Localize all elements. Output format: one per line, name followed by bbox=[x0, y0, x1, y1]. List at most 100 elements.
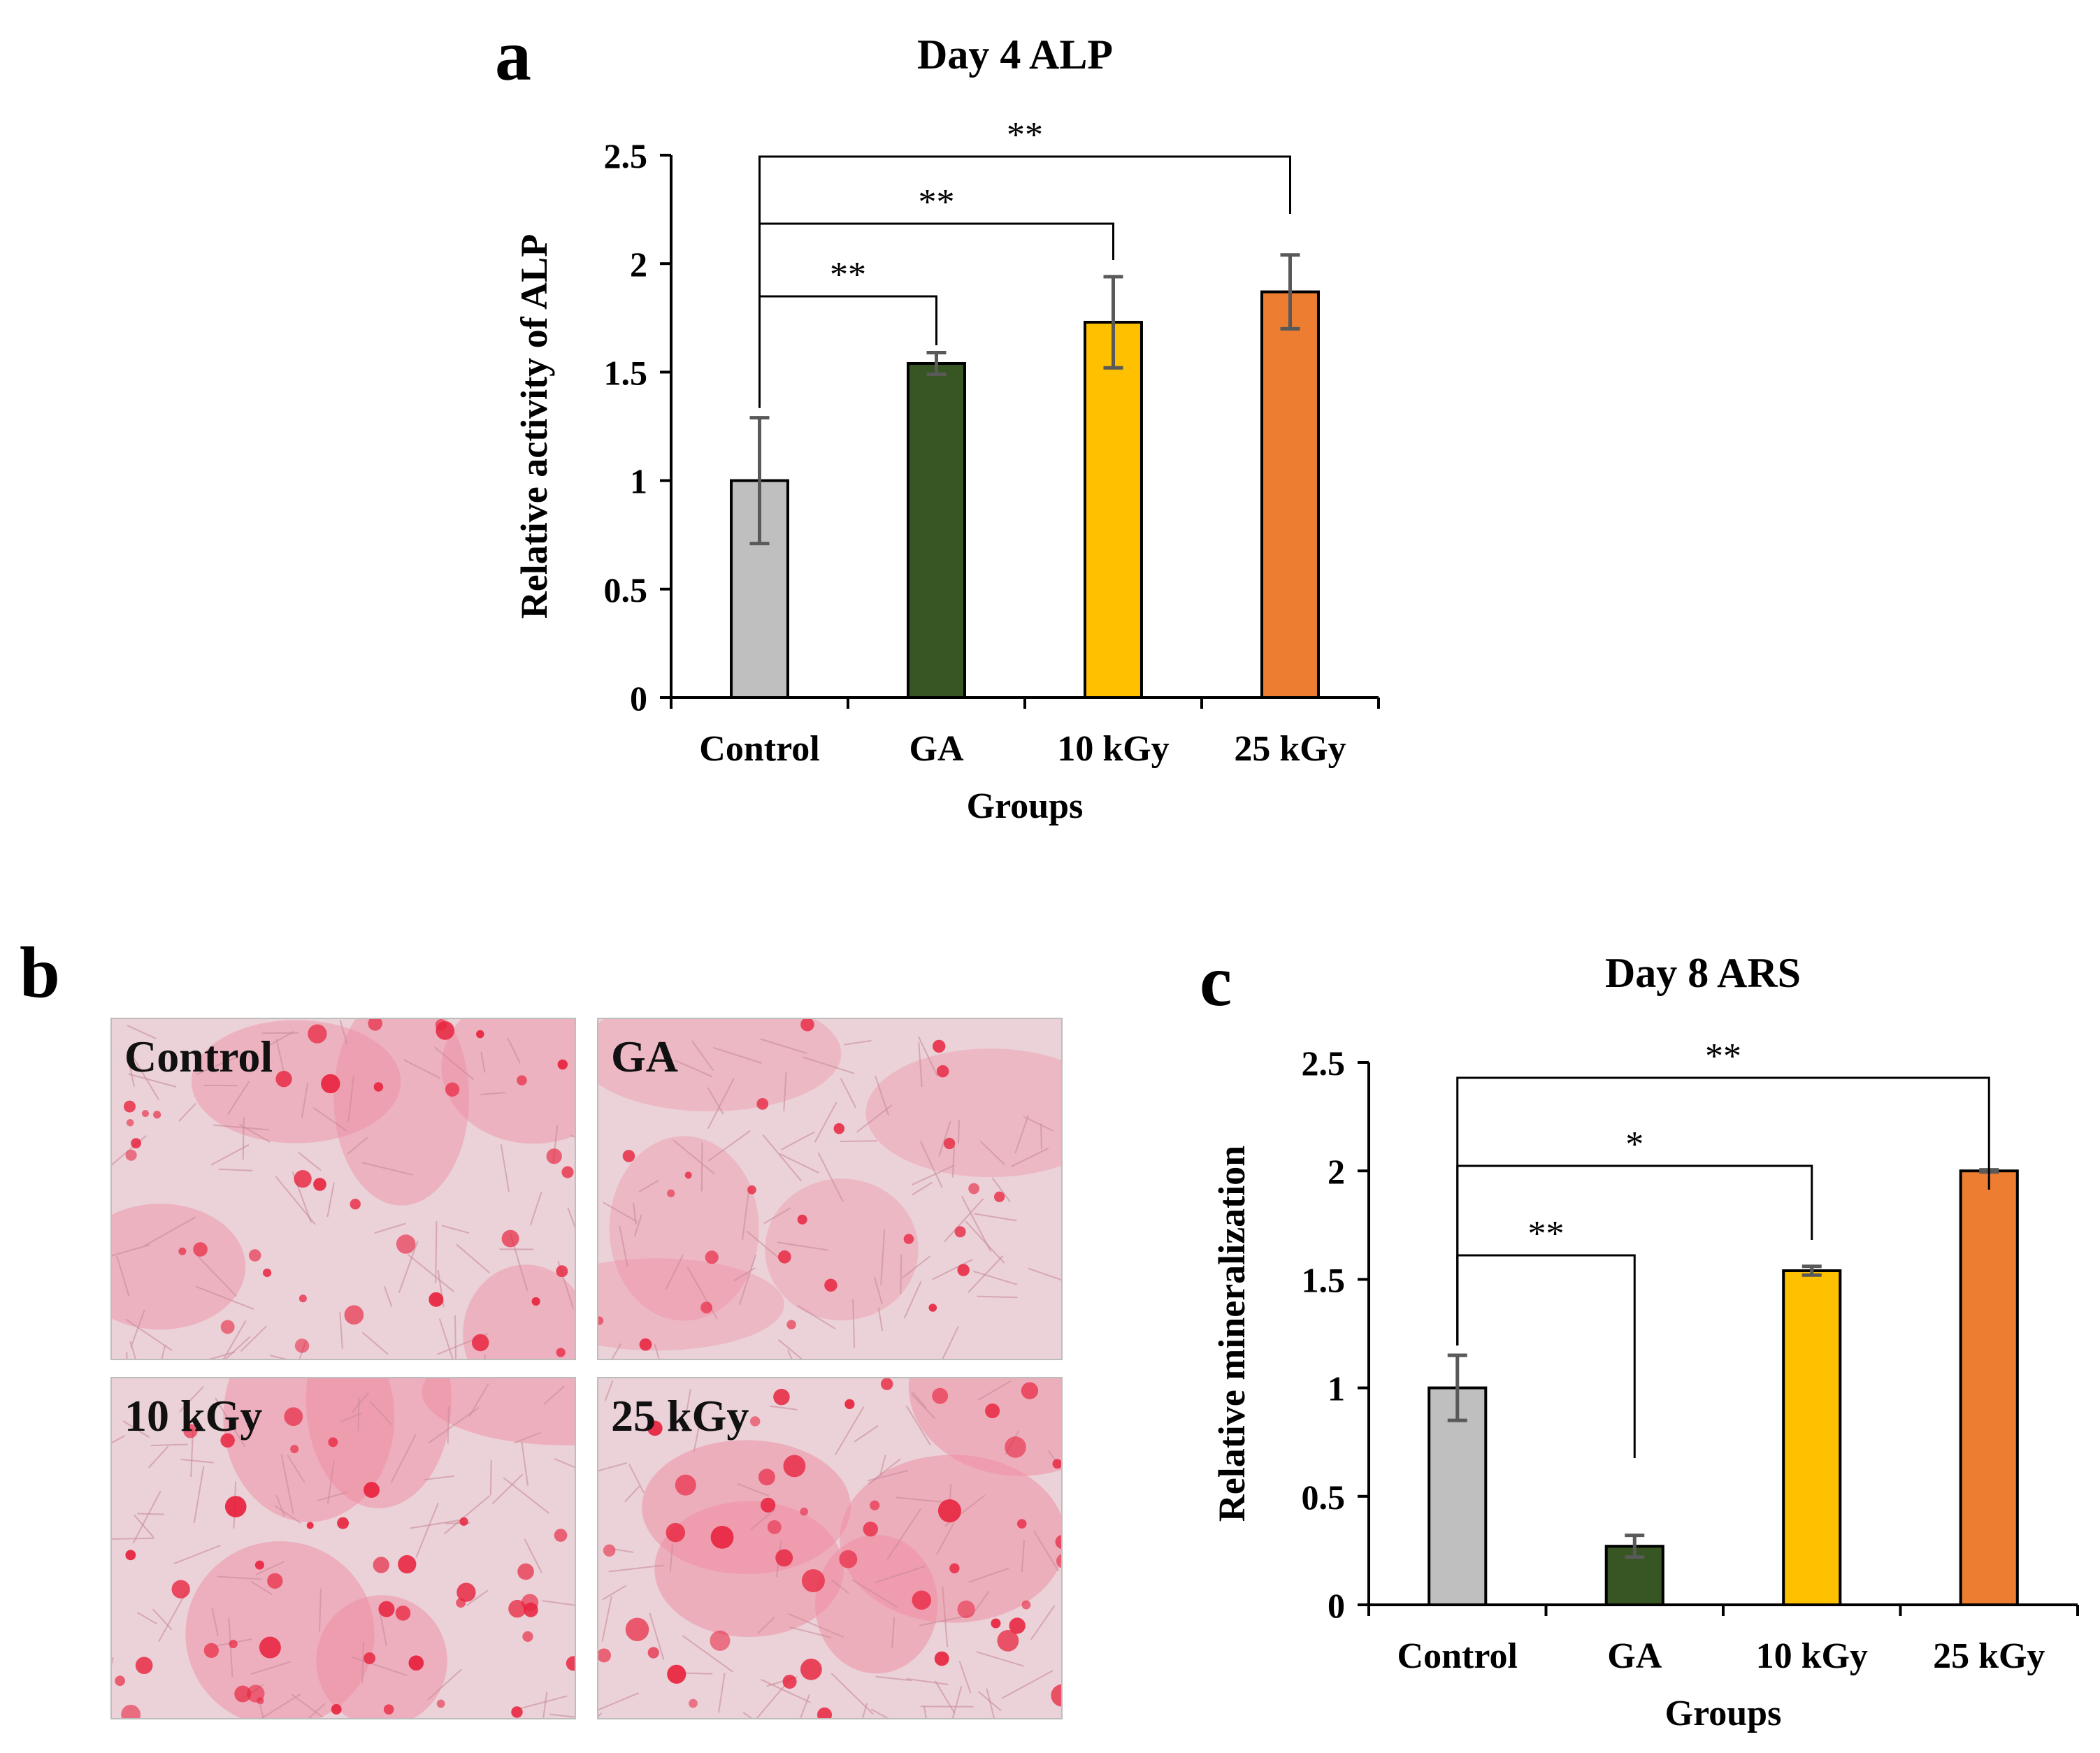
cell-strand bbox=[280, 1453, 294, 1514]
cell-strand bbox=[961, 1196, 992, 1253]
cell-strand bbox=[178, 1102, 196, 1122]
mineral-nodule bbox=[839, 1550, 858, 1568]
x-tick-label: GA bbox=[909, 729, 964, 769]
cell-strand bbox=[770, 1405, 798, 1411]
mineral-nodule bbox=[306, 1522, 314, 1529]
cell-strand bbox=[136, 1612, 157, 1625]
mineral-nodule bbox=[364, 1652, 376, 1664]
cell-strand bbox=[521, 1441, 529, 1486]
stain-patch bbox=[840, 1455, 1061, 1623]
mineral-nodule bbox=[125, 1149, 137, 1161]
cell-strand bbox=[361, 1162, 413, 1176]
cell-strand bbox=[264, 1030, 295, 1048]
mineral-nodule bbox=[284, 1407, 303, 1427]
y-tick-label: 2.5 bbox=[1302, 1044, 1346, 1083]
mineral-nodule bbox=[647, 1647, 659, 1659]
bar-10-kgy bbox=[1084, 321, 1143, 699]
mineral-nodule bbox=[131, 1138, 141, 1149]
cell-strand bbox=[438, 1318, 454, 1359]
cell-strand bbox=[603, 1202, 638, 1222]
cell-strand bbox=[1033, 1530, 1060, 1572]
cell-strand bbox=[317, 1491, 349, 1502]
cell-strand bbox=[122, 1420, 150, 1438]
cell-strand bbox=[910, 1393, 936, 1420]
cell-strand bbox=[654, 1344, 660, 1359]
cell-strand bbox=[675, 1060, 713, 1078]
cell-strand bbox=[624, 1485, 640, 1503]
cell-strand bbox=[542, 1691, 548, 1718]
cell-strand bbox=[251, 1661, 291, 1675]
mineral-nodule bbox=[1016, 1519, 1027, 1529]
mineral-nodule bbox=[459, 1517, 468, 1526]
cell-strand bbox=[901, 1255, 931, 1279]
y-tick-label: 0 bbox=[1328, 1586, 1345, 1625]
cell-strand bbox=[979, 1140, 1006, 1166]
mineral-nodule bbox=[749, 1416, 761, 1427]
cell-strand bbox=[918, 1042, 923, 1088]
mineral-nodule bbox=[344, 1305, 364, 1325]
mineral-nodule bbox=[331, 1704, 342, 1715]
error-bar bbox=[1447, 1353, 1467, 1422]
mineral-nodule bbox=[800, 1658, 822, 1680]
significance-label: ** bbox=[1528, 1214, 1565, 1254]
cell-strand bbox=[567, 1207, 575, 1229]
mineral-nodule bbox=[773, 1388, 790, 1406]
cell-strand bbox=[507, 1037, 521, 1064]
mineral-nodule bbox=[396, 1234, 416, 1254]
cell-strand bbox=[260, 1693, 301, 1718]
mineral-nodule bbox=[817, 1707, 833, 1718]
cell-strand bbox=[951, 1686, 963, 1718]
mineral-nodule bbox=[153, 1111, 161, 1119]
error-bar bbox=[1801, 1264, 1822, 1277]
cell-strand bbox=[226, 1081, 250, 1116]
cell-strand bbox=[374, 1222, 406, 1234]
mineral-nodule bbox=[928, 1304, 937, 1312]
cell-strand bbox=[369, 1401, 393, 1426]
cell-strand bbox=[298, 1151, 322, 1171]
cell-strand bbox=[128, 1073, 177, 1088]
cell-strand bbox=[682, 1635, 734, 1673]
mineral-nodule bbox=[1005, 1436, 1026, 1458]
chart-day4-alp: Day 4 ALP 0 0.5 1 1.5 2 2.5 Control GA 10 kGy 25 k… bbox=[513, 31, 1380, 826]
cell-strand bbox=[762, 1134, 803, 1182]
mineral-nodule bbox=[800, 1019, 814, 1032]
mineral-nodule bbox=[800, 1507, 809, 1516]
mineral-nodule bbox=[378, 1601, 395, 1617]
mineral-nodule bbox=[517, 1563, 534, 1580]
y-tick-label: 0 bbox=[630, 679, 647, 718]
mineral-nodule bbox=[501, 1229, 519, 1248]
panel-letter-c: c bbox=[1200, 941, 1232, 1021]
cell-strand bbox=[717, 1673, 726, 1713]
stain-patch bbox=[463, 1264, 575, 1359]
mineral-nodule bbox=[667, 1189, 675, 1197]
cell-strand bbox=[1021, 1540, 1026, 1573]
mineral-nodule bbox=[912, 1590, 932, 1610]
cell-strand bbox=[906, 1678, 949, 1685]
mineral-nodule bbox=[259, 1636, 281, 1659]
cell-strand bbox=[259, 1705, 264, 1718]
cell-strand bbox=[466, 1589, 489, 1606]
x-tick-label: 25 kGy bbox=[1933, 1636, 2045, 1676]
cell-strand bbox=[803, 1056, 855, 1074]
mineral-nodule bbox=[135, 1657, 153, 1675]
cell-strand bbox=[868, 1458, 901, 1485]
cell-strand bbox=[352, 1657, 408, 1677]
mineral-nodule bbox=[124, 1100, 136, 1113]
micrograph-10kgy-image bbox=[112, 1378, 575, 1718]
cell-strand bbox=[196, 1255, 238, 1297]
cell-strand bbox=[619, 1225, 628, 1267]
mineral-nodule bbox=[364, 1482, 380, 1499]
cell-strand bbox=[158, 1590, 188, 1643]
mineral-nodule bbox=[1009, 1617, 1026, 1634]
stain-patch bbox=[316, 1595, 447, 1718]
cell-strand bbox=[275, 1494, 286, 1517]
cell-strand bbox=[301, 1082, 309, 1118]
cell-strand bbox=[844, 1039, 872, 1046]
cell-strand bbox=[612, 1548, 634, 1553]
cell-strand bbox=[196, 1055, 238, 1075]
cell-strand bbox=[835, 1406, 865, 1455]
cell-strand bbox=[868, 1469, 909, 1482]
cell-strand bbox=[549, 1713, 575, 1718]
cell-strand bbox=[944, 1198, 984, 1242]
mineral-nodule bbox=[933, 1039, 946, 1053]
